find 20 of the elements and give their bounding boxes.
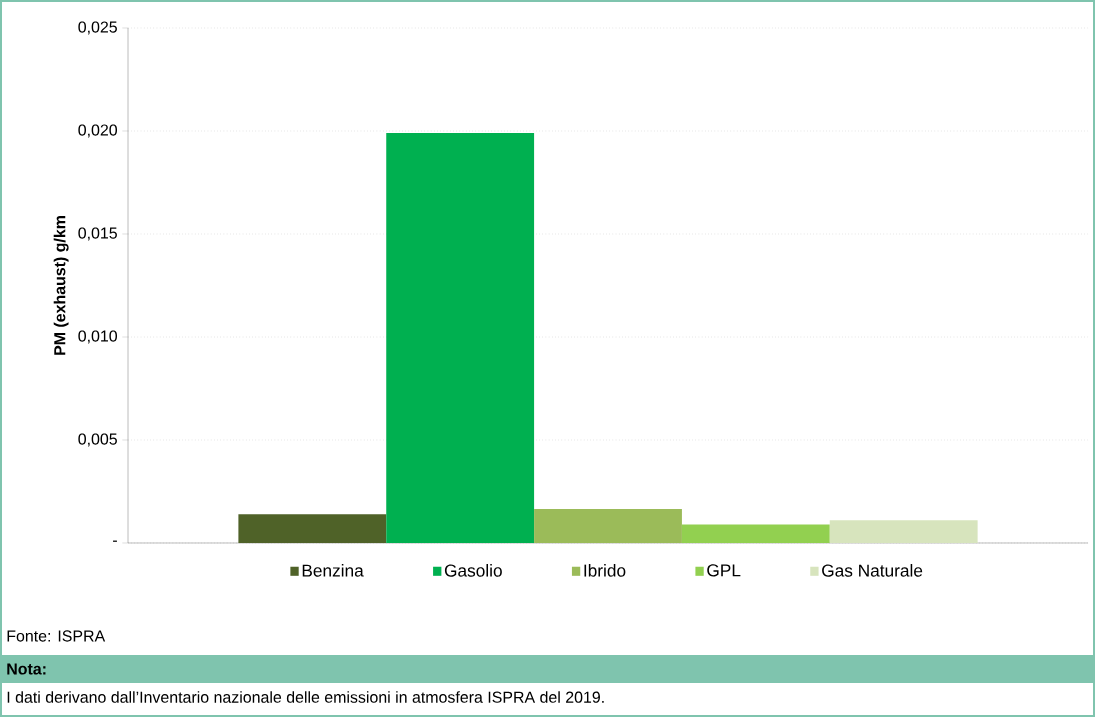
legend-label: Benzina	[302, 564, 364, 577]
legend-label: Gas Naturale	[822, 564, 923, 577]
bar	[386, 133, 535, 543]
y-tick-label: 0,020	[78, 124, 118, 138]
y-axis-title: PM (exhaust) g/km	[53, 216, 69, 355]
legend-label: Ibrido	[584, 564, 626, 577]
bar	[534, 509, 682, 543]
bar	[681, 524, 830, 543]
legend-label: GPL	[707, 564, 741, 577]
text: Nota:	[7, 663, 46, 675]
y-tick-label: 0,010	[78, 330, 118, 344]
y-tick-label: 0,015	[78, 227, 117, 241]
y-tick-label: 0,005	[78, 433, 117, 447]
bar	[829, 520, 978, 543]
bar	[238, 514, 387, 543]
source-note: Fonte: ISPRA	[7, 630, 106, 642]
text: I dati derivano dall’Inventario nazionale delle emissioni in atmosfera ISPRA del 2019.	[7, 691, 604, 703]
y-tick-label: -	[113, 540, 117, 542]
y-tick-label: 0,025	[78, 21, 117, 35]
legend-label: Gasolio	[444, 564, 502, 577]
